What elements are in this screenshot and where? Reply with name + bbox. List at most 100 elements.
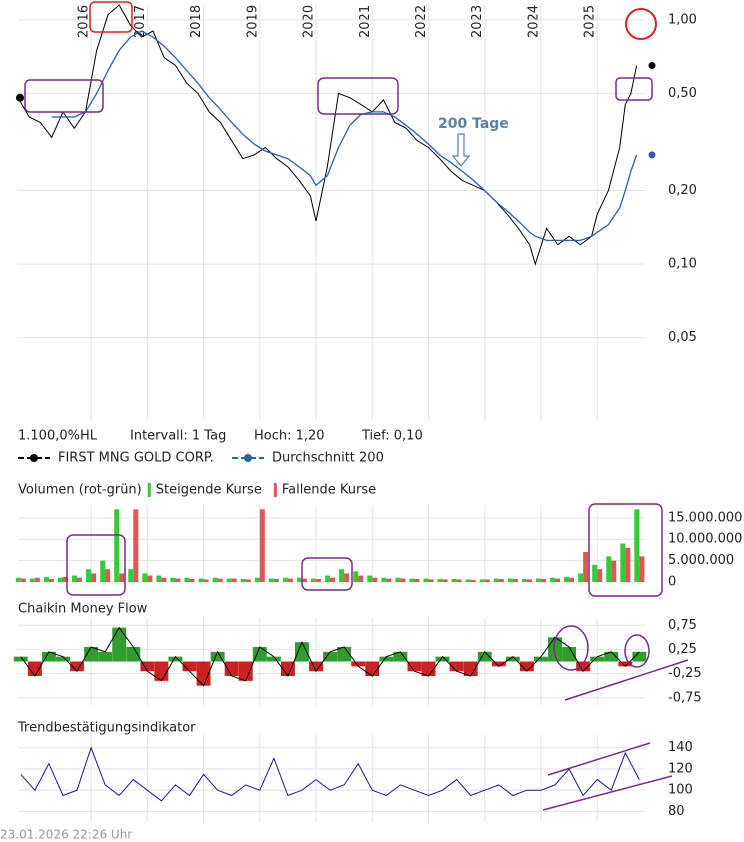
y-tick-label: 120 — [668, 761, 693, 776]
cmf-bar — [477, 651, 492, 662]
highlight-box — [615, 77, 653, 101]
y-tick-label: 140 — [668, 740, 693, 755]
volume-bar — [226, 578, 232, 582]
volume-bar — [639, 556, 645, 582]
annotation: 200 Tage — [438, 116, 509, 132]
volume-bar — [254, 577, 260, 582]
legend-dot — [30, 454, 38, 462]
volume-bar — [358, 575, 364, 582]
volume-bar — [184, 577, 190, 582]
volume-bar — [409, 578, 415, 582]
timestamp: 23.01.2026 22:26 Uhr — [0, 828, 132, 842]
cmf-bar — [519, 661, 534, 672]
volume-bar — [43, 576, 49, 582]
stat-label: Tief: 0,10 — [361, 429, 423, 444]
volume-bar — [493, 578, 499, 582]
cmf-bar — [463, 661, 478, 676]
trend-line — [547, 742, 651, 776]
series-line — [20, 746, 640, 802]
y-tick-label: 0,25 — [668, 642, 697, 657]
volume-bar — [442, 579, 448, 582]
volume-bar — [282, 577, 288, 582]
cmf-bar — [323, 651, 338, 662]
volume-bar — [20, 578, 26, 582]
volume-bar — [170, 577, 176, 582]
volume-bar — [325, 575, 331, 582]
volume-bar — [479, 579, 485, 582]
volume-bar — [100, 560, 106, 582]
volume-bar — [15, 577, 21, 582]
cmf-bar — [112, 627, 127, 662]
volume-bar — [62, 576, 68, 582]
volume-bar — [311, 578, 317, 582]
legend-dot — [244, 454, 252, 462]
volume-bar — [212, 577, 218, 582]
cmf-bar — [280, 661, 295, 676]
volume-bar — [569, 577, 575, 582]
x-tick-label: 2020 — [302, 5, 317, 38]
cmf-bar — [351, 661, 366, 667]
volume-bar — [550, 577, 556, 582]
x-tick-label: 2025 — [583, 5, 598, 38]
x-tick-label: 2016 — [77, 5, 92, 38]
volume-bar — [564, 576, 570, 582]
x-tick-label: 2019 — [245, 5, 260, 38]
cmf-bar — [618, 661, 633, 667]
volume-bar — [400, 578, 406, 582]
cmf-bar — [407, 661, 422, 672]
volume-bar — [189, 579, 195, 582]
series-line — [20, 626, 640, 687]
cmf-bar — [295, 642, 309, 662]
volume-bar — [381, 577, 387, 582]
cmf-bar — [435, 656, 450, 662]
volume-bar — [620, 543, 626, 582]
stat-label: 1.100,0%HL — [18, 429, 98, 444]
volume-bar — [507, 578, 513, 582]
volume-bar — [273, 579, 279, 582]
legend-label: Durchschnitt 200 — [272, 451, 384, 466]
volume-bar — [161, 577, 167, 582]
x-tick-label: 2017 — [133, 5, 148, 38]
cmf-bar — [449, 661, 464, 672]
cmf-bar — [252, 647, 267, 662]
volume-bar — [344, 573, 350, 582]
volume-bar — [367, 575, 373, 582]
cmf-bar — [576, 661, 591, 672]
end-marker — [647, 150, 657, 160]
cmf-bar — [41, 651, 56, 662]
volume-bar — [231, 578, 237, 582]
panel-title: Trendbestätigungsindikator — [17, 721, 196, 736]
volume-bar — [498, 579, 504, 582]
volume-bar — [316, 579, 322, 582]
volume-bar — [339, 569, 345, 582]
annotation-arrow — [451, 133, 471, 167]
volume-bar — [287, 578, 293, 582]
y-tick-label: 80 — [668, 804, 685, 819]
cmf-bar — [548, 637, 562, 662]
volume-bar — [34, 577, 40, 582]
y-tick-label: -0,25 — [668, 666, 702, 681]
volume-bar — [597, 569, 603, 582]
x-tick-label: 2022 — [414, 5, 429, 38]
volume-bar — [133, 509, 139, 582]
volume-bar — [119, 573, 125, 582]
volume-bar — [77, 577, 83, 582]
volume-bar — [91, 573, 97, 582]
y-tick-label: 0,10 — [668, 257, 697, 272]
volume-bar — [175, 578, 181, 582]
cmf-bar — [590, 656, 605, 662]
series-line — [51, 30, 638, 242]
y-tick-label: 0 — [668, 575, 676, 590]
highlight-box — [588, 503, 663, 597]
volume-bar — [555, 578, 561, 582]
volume-bar — [203, 579, 209, 582]
trend-line — [564, 659, 689, 701]
trend-line — [542, 775, 673, 811]
volume-bar — [268, 578, 274, 582]
volume-bar — [456, 579, 462, 582]
cmf-bar — [337, 647, 352, 662]
volume-bar — [465, 579, 471, 582]
y-tick-label: 0,20 — [668, 183, 697, 198]
y-tick-label: 0,75 — [668, 618, 697, 633]
cmf-bar — [421, 661, 436, 676]
